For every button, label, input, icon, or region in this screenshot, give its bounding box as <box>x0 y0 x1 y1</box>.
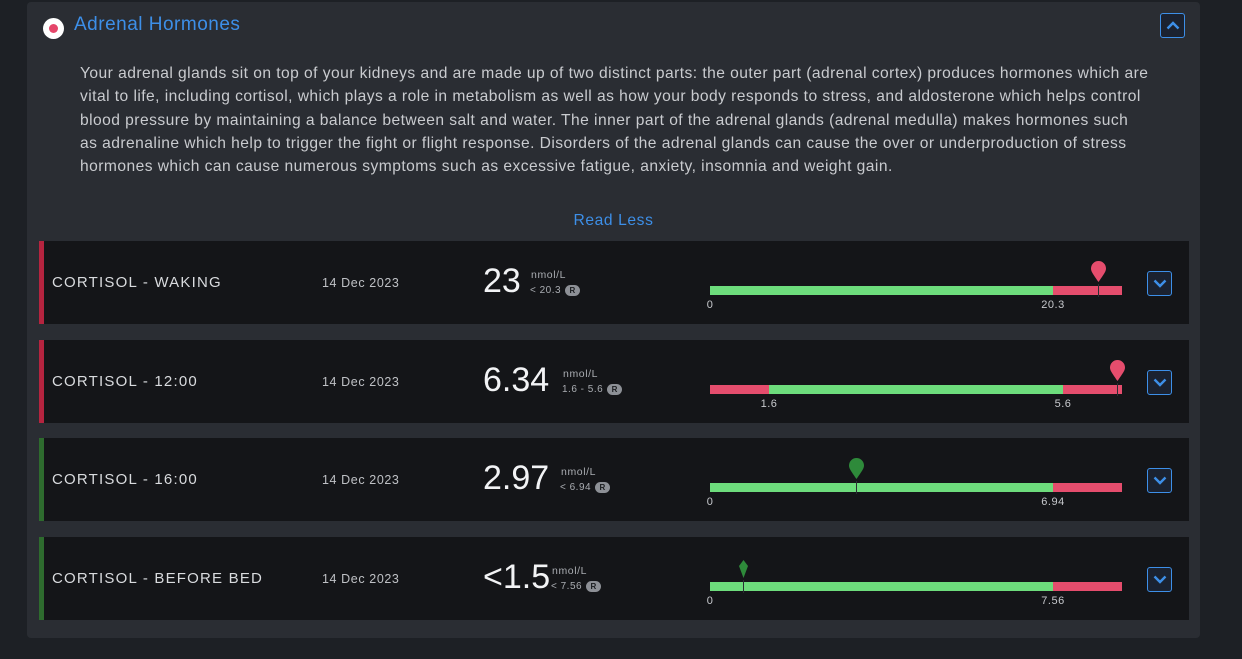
range-high-segment <box>1063 385 1122 394</box>
scale-high-label: 6.94 <box>1041 496 1065 508</box>
range-normal-segment <box>710 582 1053 591</box>
reference-range: < 6.94 R <box>560 482 611 493</box>
value-needle <box>743 580 744 593</box>
result-row-cortisol-1200: CORTISOL - 12:00 14 Dec 2023 6.34 nmol/L… <box>39 340 1189 423</box>
test-value: 23 <box>483 262 521 300</box>
test-value: 2.97 <box>483 459 550 497</box>
value-marker-pin-icon <box>849 458 864 479</box>
reference-text: < 20.3 <box>530 285 562 296</box>
test-value: 6.34 <box>483 361 550 399</box>
chevron-up-icon <box>1166 21 1179 30</box>
test-unit: nmol/L <box>563 368 599 380</box>
reference-text: < 6.94 <box>560 482 592 493</box>
section-title[interactable]: Adrenal Hormones <box>74 14 241 35</box>
status-indicator-high <box>39 241 44 324</box>
scale-low-label: 0 <box>706 299 714 311</box>
test-name: CORTISOL - 12:00 <box>52 373 198 390</box>
test-unit: nmol/L <box>531 269 567 281</box>
range-normal-segment <box>710 286 1053 295</box>
range-bar: 0 6.94 <box>707 458 1122 508</box>
scale-low-label: 1.6 <box>760 398 778 410</box>
reference-badge[interactable]: R <box>586 581 602 592</box>
range-low-segment <box>710 385 769 394</box>
status-dot-icon <box>43 18 64 39</box>
expand-button[interactable] <box>1147 468 1172 493</box>
reference-range: 1.6 - 5.6 R <box>562 384 623 395</box>
range-normal-segment <box>710 483 1053 492</box>
chevron-down-icon <box>1153 575 1166 584</box>
test-unit: nmol/L <box>561 466 597 478</box>
reference-text: 1.6 - 5.6 <box>562 384 604 395</box>
range-bar: 0 7.56 <box>707 560 1122 607</box>
test-date: 14 Dec 2023 <box>322 473 400 487</box>
result-row-cortisol-before-bed: CORTISOL - BEFORE BED 14 Dec 2023 <1.5 n… <box>39 537 1189 620</box>
value-needle <box>856 481 857 494</box>
reference-text: < 7.56 <box>551 581 583 592</box>
status-indicator-normal <box>39 537 44 620</box>
scale-high-label: 7.56 <box>1041 595 1065 607</box>
read-less-link[interactable]: Read Less <box>573 212 654 229</box>
scale-high-label: 5.6 <box>1054 398 1072 410</box>
expand-button[interactable] <box>1147 567 1172 592</box>
range-high-segment <box>1053 582 1122 591</box>
status-indicator-high <box>39 340 44 423</box>
test-date: 14 Dec 2023 <box>322 375 400 389</box>
range-bar: 0 20.3 <box>707 261 1122 311</box>
test-value: <1.5 <box>483 558 551 596</box>
scale-high-label: 20.3 <box>1041 299 1065 311</box>
expand-button[interactable] <box>1147 370 1172 395</box>
test-name: CORTISOL - 16:00 <box>52 471 198 488</box>
chevron-down-icon <box>1153 476 1166 485</box>
value-needle <box>1098 284 1099 297</box>
test-name: CORTISOL - WAKING <box>52 274 222 291</box>
range-high-segment <box>1053 286 1122 295</box>
chevron-down-icon <box>1153 378 1166 387</box>
reference-badge[interactable]: R <box>565 285 581 296</box>
range-high-segment <box>1053 483 1122 492</box>
reference-badge[interactable]: R <box>595 482 611 493</box>
range-bar: 1.6 5.6 <box>710 360 1125 410</box>
result-row-cortisol-waking: CORTISOL - WAKING 14 Dec 2023 23 nmol/L … <box>39 241 1189 324</box>
value-marker-pin-icon <box>1110 360 1125 381</box>
collapse-button[interactable] <box>1160 13 1185 38</box>
reference-badge[interactable]: R <box>607 384 623 395</box>
result-row-cortisol-1600: CORTISOL - 16:00 14 Dec 2023 2.97 nmol/L… <box>39 438 1189 521</box>
test-unit: nmol/L <box>552 565 588 577</box>
expand-button[interactable] <box>1147 271 1172 296</box>
scale-low-label: 0 <box>706 595 714 607</box>
scale-low-label: 0 <box>706 496 714 508</box>
test-date: 14 Dec 2023 <box>322 572 400 586</box>
test-name: CORTISOL - BEFORE BED <box>52 570 264 587</box>
range-normal-segment <box>769 385 1063 394</box>
value-marker-pin-icon <box>1091 261 1106 282</box>
chevron-down-icon <box>1153 279 1166 288</box>
reference-range: < 7.56 R <box>551 581 602 592</box>
section-description: Your adrenal glands sit on top of your k… <box>80 65 1149 176</box>
test-date: 14 Dec 2023 <box>322 276 400 290</box>
status-indicator-normal <box>39 438 44 521</box>
reference-range: < 20.3 R <box>530 285 581 296</box>
value-needle <box>1117 383 1118 396</box>
value-marker-pin-icon <box>739 560 748 578</box>
